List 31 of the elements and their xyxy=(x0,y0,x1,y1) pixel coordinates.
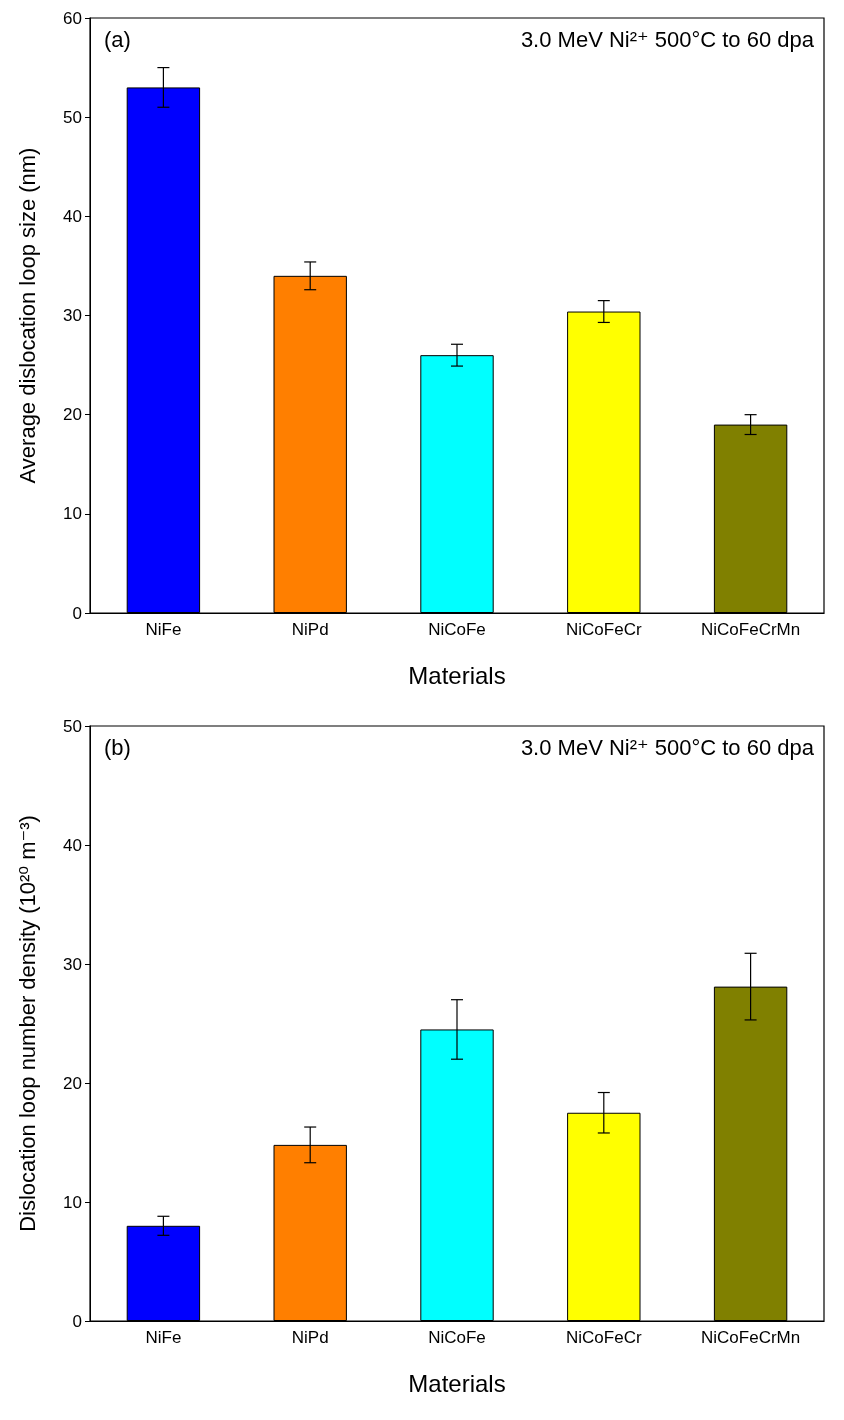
annotation: 3.0 MeV Ni²⁺ 500°C to 60 dpa xyxy=(520,734,815,760)
x-tick-label: NiCoFeCrMn xyxy=(701,1328,801,1347)
x-tick-label: NiPd xyxy=(291,1328,329,1347)
x-tick-label: NiFe xyxy=(145,620,182,639)
y-tick-label: 0 xyxy=(72,603,82,623)
y-tick-label: 0 xyxy=(72,1311,82,1331)
annotation: 3.0 MeV Ni²⁺ 500°C to 60 dpa xyxy=(520,26,815,52)
x-tick-label: NiCoFe xyxy=(428,1328,486,1347)
y-tick-label: 10 xyxy=(63,1192,82,1212)
x-axis-title: Materials xyxy=(408,1369,506,1397)
x-axis-title: Materials xyxy=(408,661,506,689)
y-tick-label: 60 xyxy=(63,8,82,28)
x-tick-label: NiCoFe xyxy=(428,620,486,639)
y-axis-title: Average dislocation loop size (nm) xyxy=(14,147,40,484)
y-tick-label: 30 xyxy=(63,306,82,325)
y-tick-label: 30 xyxy=(63,954,82,974)
x-tick-label: NiCoFeCr xyxy=(566,1328,642,1347)
x-tick-label: NiPd xyxy=(291,620,329,639)
y-tick-label: 10 xyxy=(63,504,82,524)
y-tick-label: 40 xyxy=(63,206,82,226)
y-tick-label: 50 xyxy=(63,716,82,736)
y-tick-label: 40 xyxy=(63,835,82,855)
y-tick-label: 50 xyxy=(63,107,82,127)
y-tick-label: 20 xyxy=(63,1073,82,1093)
y-tick-label: 20 xyxy=(63,405,82,425)
x-tick-label: NiCoFeCrMn xyxy=(701,620,801,639)
x-tick-label: NiFe xyxy=(145,1328,182,1347)
x-tick-label: NiCoFeCr xyxy=(566,620,642,639)
annotation: (a) xyxy=(104,26,131,52)
annotation: (b) xyxy=(104,734,131,760)
y-axis-title: Dislocation loop number density (10²⁰ m⁻³) xyxy=(14,815,40,1232)
